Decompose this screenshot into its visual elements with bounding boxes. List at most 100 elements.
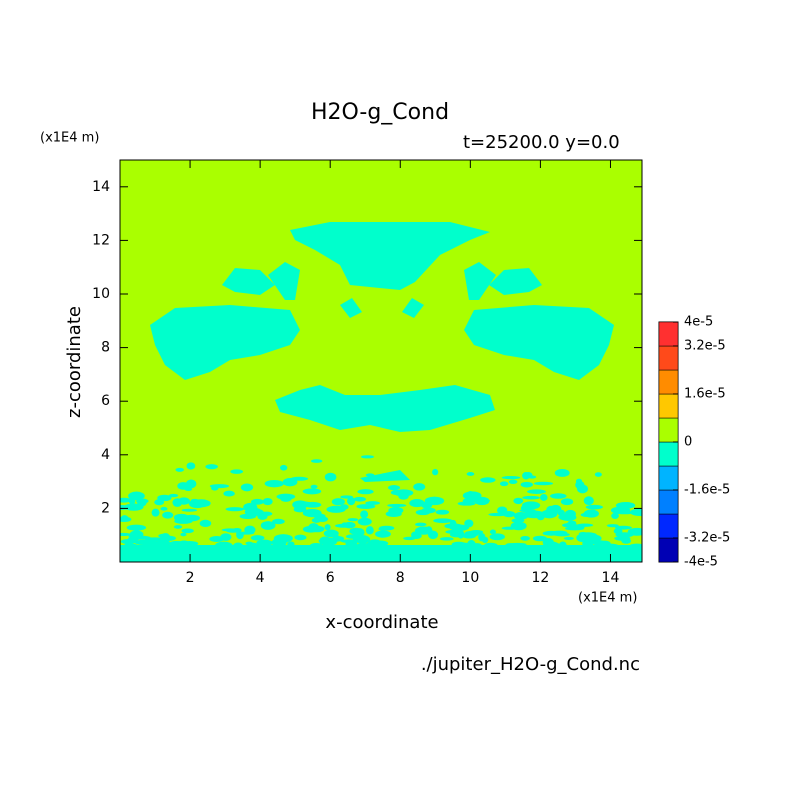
negative-speckle [240, 483, 254, 492]
negative-speckle [418, 554, 435, 560]
negative-speckle [250, 535, 265, 541]
negative-speckle [168, 493, 179, 498]
negative-speckle [454, 549, 470, 557]
y-tick-label: 6 [101, 393, 110, 409]
negative-speckle [411, 532, 422, 540]
negative-speckle [547, 547, 563, 556]
negative-speckle [532, 535, 548, 542]
chart-subtitle: t=25200.0 y=0.0 [463, 132, 620, 153]
negative-speckle [474, 496, 490, 506]
negative-speckle [120, 539, 136, 545]
negative-speckle [181, 508, 198, 512]
negative-speckle [170, 551, 190, 556]
negative-speckle [614, 525, 632, 530]
negative-speckle [353, 496, 366, 502]
negative-speckle [560, 498, 574, 506]
negative-speckle [564, 526, 585, 531]
negative-speckle [402, 548, 421, 557]
colorbar-segment [658, 345, 679, 371]
negative-speckle [190, 498, 199, 503]
negative-speckle [223, 490, 235, 497]
negative-speckle [415, 522, 427, 527]
negative-speckle [343, 521, 356, 529]
negative-speckle [432, 468, 439, 476]
negative-speckle [175, 467, 184, 472]
negative-speckle [324, 524, 331, 531]
negative-speckle [128, 491, 145, 501]
x-tick-label: 2 [186, 570, 195, 586]
negative-speckle [245, 541, 253, 546]
negative-speckle [323, 529, 339, 538]
negative-speckle [189, 555, 204, 562]
negative-speckle [237, 557, 245, 562]
negative-speckle [272, 518, 285, 525]
negative-speckle [387, 485, 401, 491]
negative-speckle [511, 518, 525, 523]
x-tick-label: 14 [602, 570, 620, 586]
negative-speckle [421, 507, 436, 514]
negative-speckle [524, 555, 531, 562]
negative-speckle [398, 493, 409, 500]
negative-speckle [295, 545, 303, 549]
negative-speckle [377, 553, 395, 559]
negative-speckle [205, 464, 218, 470]
negative-speckle [546, 505, 557, 514]
colorbar-segment [658, 513, 679, 539]
negative-speckle [488, 512, 507, 517]
plot-frame [119, 159, 643, 563]
negative-speckle [583, 496, 594, 506]
colorbar-segment [658, 489, 679, 515]
negative-speckle [385, 510, 402, 517]
negative-speckle [239, 513, 257, 519]
negative-speckle [365, 526, 374, 535]
negative-speckle [287, 557, 307, 562]
negative-speckle [333, 535, 341, 542]
colorbar-segment [658, 417, 679, 443]
negative-speckle [585, 504, 603, 510]
negative-speckle [318, 538, 329, 544]
negative-speckle [375, 530, 391, 538]
negative-speckle [567, 520, 577, 527]
negative-speckle [324, 472, 337, 482]
negative-speckle [502, 511, 516, 518]
negative-speckle [387, 503, 407, 508]
negative-speckle [576, 523, 594, 527]
negative-speckle [356, 504, 376, 509]
negative-speckle [580, 512, 594, 517]
negative-speckle [390, 490, 403, 496]
negative-speckle [493, 551, 508, 560]
negative-speckle [357, 517, 372, 526]
negative-speckle [304, 553, 318, 557]
negative-speckle [551, 530, 568, 535]
x-tick-label: 6 [326, 570, 335, 586]
x-tick-label: 4 [256, 570, 265, 586]
negative-speckle [501, 476, 521, 480]
negative-speckle [331, 498, 345, 506]
negative-speckle [270, 553, 291, 562]
negative-speckle [153, 549, 162, 556]
negative-speckle [575, 480, 585, 490]
negative-speckle [436, 545, 452, 553]
negative-speckle [294, 534, 307, 541]
negative-speckle [186, 462, 196, 470]
negative-speckle [606, 524, 619, 528]
negative-speckle [409, 498, 425, 508]
negative-speckle [522, 495, 540, 500]
negative-speckle [520, 535, 530, 541]
negative-speckle [209, 484, 230, 489]
negative-speckle [130, 558, 143, 562]
negative-speckle [120, 515, 129, 522]
negative-speckle [510, 521, 527, 531]
negative-speckle [508, 479, 518, 485]
negative-speckle [365, 501, 381, 505]
negative-speckle [172, 498, 183, 507]
negative-speckle [347, 518, 359, 522]
negative-speckle [527, 489, 546, 494]
negative-speckle [564, 555, 581, 562]
negative-speckle [457, 501, 476, 506]
colorbar-segment [658, 441, 679, 467]
negative-speckle [287, 541, 295, 547]
negative-speckle [542, 538, 554, 547]
negative-speckle [489, 529, 497, 535]
negative-speckle [439, 537, 454, 541]
